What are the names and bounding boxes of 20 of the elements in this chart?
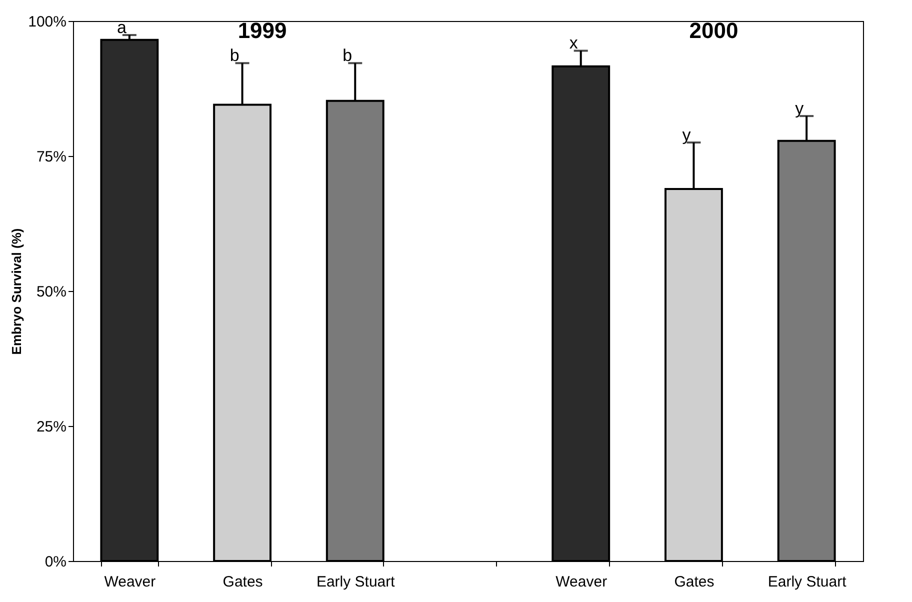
- y-tick-label: 75%: [36, 148, 66, 166]
- y-tick-label: 25%: [36, 418, 66, 436]
- annotation: b: [342, 46, 352, 66]
- x-tick-label: Gates: [222, 574, 263, 590]
- annotation: a: [116, 18, 127, 38]
- y-tick-label: 100%: [28, 14, 66, 30]
- x-tick-label: Early Stuart: [768, 574, 848, 590]
- y-tick-label: 50%: [36, 284, 66, 300]
- annotation: 2000: [689, 18, 738, 43]
- y-axis-title: Embryo Survival (%): [9, 228, 24, 355]
- annotation: 1999: [238, 18, 287, 43]
- x-tick-label: Weaver: [104, 574, 156, 590]
- annotation: y: [682, 126, 692, 144]
- x-tick-label: Early Stuart: [316, 574, 396, 590]
- y-tick-label: 0%: [44, 554, 66, 570]
- x-tick-label: Gates: [674, 574, 714, 590]
- annotation: x: [569, 34, 578, 53]
- annotation: b: [230, 46, 240, 66]
- annotation: y: [795, 99, 804, 118]
- x-tick-label: Weaver: [556, 574, 608, 590]
